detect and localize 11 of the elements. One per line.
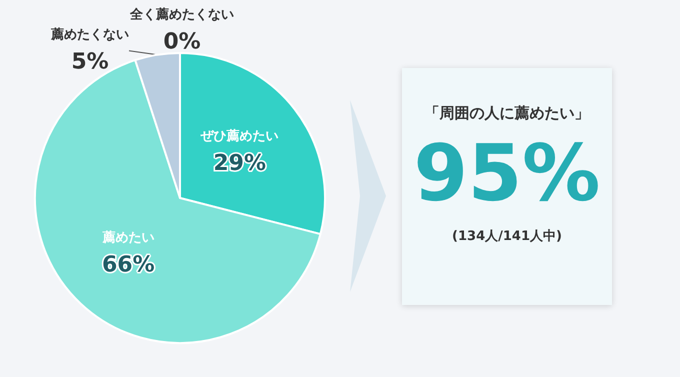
text: 0% xyxy=(163,30,201,54)
slice-label: ぜひ薦めたい xyxy=(200,128,279,144)
data-label: 29% xyxy=(213,151,266,176)
data-label: 5% xyxy=(71,50,109,74)
category-label: 全く薦めたくない xyxy=(130,8,234,22)
text: 95% xyxy=(412,129,602,219)
text: 「周囲の人に薦めたい」 xyxy=(424,104,590,123)
data-label: 66% xyxy=(102,252,155,278)
text: (134人/141人中) xyxy=(451,228,563,245)
slice-label: 薦めたい xyxy=(101,230,154,246)
slice-label: 薦めたくない xyxy=(50,26,129,42)
